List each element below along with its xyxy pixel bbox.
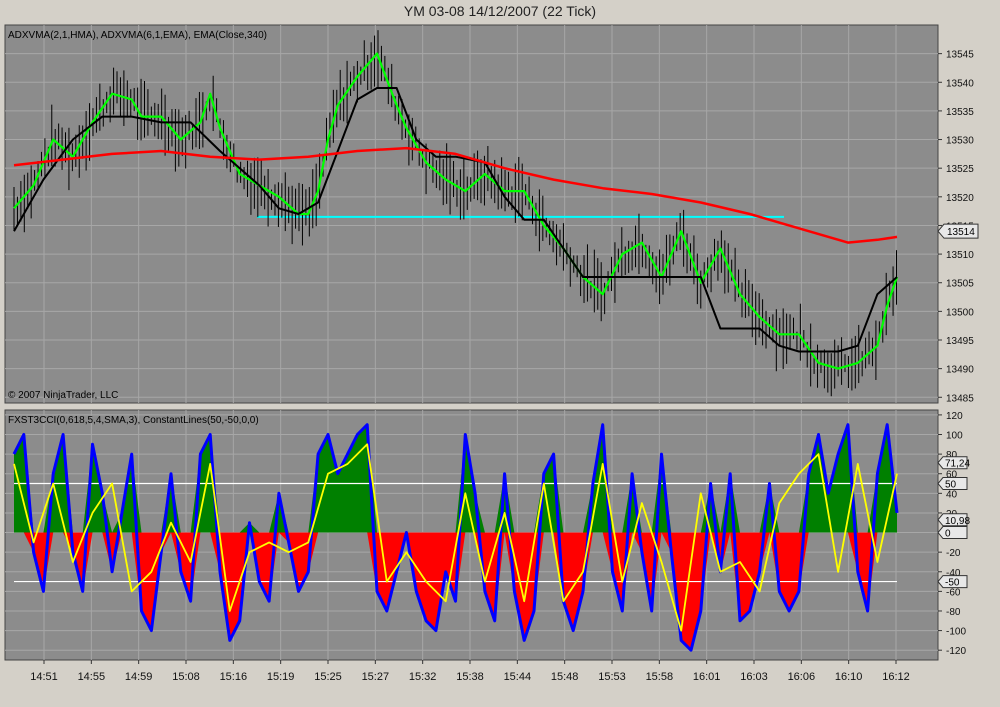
osc-value-tag bbox=[937, 526, 968, 540]
last-price-label: 13514 bbox=[947, 227, 975, 238]
price-axis-label: 13505 bbox=[946, 279, 974, 290]
price-axis-label: 13495 bbox=[946, 336, 974, 347]
osc-axis-label: 80 bbox=[946, 450, 958, 461]
time-axis-label: 14:59 bbox=[125, 671, 153, 683]
time-axis-label: 15:58 bbox=[646, 671, 674, 683]
osc-axis-label: -20 bbox=[946, 548, 961, 559]
osc-axis-label: -100 bbox=[946, 627, 966, 638]
oscillator-panel[interactable]: 120100806040200-20-40-60-80-100-120FXST3… bbox=[4, 409, 970, 661]
osc-value-tag bbox=[937, 575, 968, 589]
osc-axis-label: -120 bbox=[946, 646, 966, 657]
osc-axis-label: -80 bbox=[946, 607, 961, 618]
osc-axis-label: 100 bbox=[946, 431, 963, 442]
cci-signal-line bbox=[13, 443, 898, 632]
price-axis-label: 13540 bbox=[946, 78, 974, 89]
ema340-line bbox=[13, 146, 898, 244]
price-panel[interactable]: 1348513490134951350013505135101351513520… bbox=[4, 24, 979, 404]
price-axis-label: 13490 bbox=[946, 365, 974, 376]
time-axis-label: 15:48 bbox=[551, 671, 579, 683]
osc-axis-label: -60 bbox=[946, 587, 961, 598]
osc-value-tag bbox=[937, 477, 968, 491]
price-axis-label: 13510 bbox=[946, 250, 974, 261]
time-axis-label: 15:53 bbox=[598, 671, 626, 683]
time-axis-label: 15:38 bbox=[456, 671, 484, 683]
cci-line bbox=[12, 423, 899, 652]
osc-value-label: 71,24 bbox=[945, 459, 970, 470]
last-price-tag bbox=[937, 223, 979, 239]
hma-line bbox=[13, 52, 899, 370]
cci-positive-fill bbox=[14, 424, 897, 533]
chart-title: YM 03-08 14/12/2007 (22 Tick) bbox=[403, 3, 597, 19]
price-axis-label: 13485 bbox=[946, 393, 974, 404]
time-axis-label: 16:01 bbox=[693, 671, 721, 683]
time-axis-label: 16:12 bbox=[882, 671, 910, 683]
time-axis-label: 15:08 bbox=[172, 671, 200, 683]
osc-indicator-label: FXST3CCI(0,618,5,4,SMA,3), ConstantLines… bbox=[8, 415, 259, 426]
time-axis-label: 16:10 bbox=[835, 671, 863, 683]
osc-axis-label: 120 bbox=[946, 411, 963, 422]
osc-value-label: 50 bbox=[945, 480, 957, 491]
time-axis-label: 15:16 bbox=[220, 671, 248, 683]
adxvma-ema-line bbox=[13, 87, 898, 353]
time-axis-label: 15:19 bbox=[267, 671, 295, 683]
osc-value-label: 0 bbox=[945, 529, 951, 540]
time-axis-label: 14:55 bbox=[78, 671, 106, 683]
osc-axis-label: 40 bbox=[946, 489, 958, 500]
time-axis-label: 15:44 bbox=[504, 671, 532, 683]
osc-value-tag bbox=[937, 456, 968, 470]
price-indicator-label: ADXVMA(2,1,HMA), ADXVMA(6,1,EMA), EMA(Cl… bbox=[8, 30, 267, 41]
price-axis-label: 13525 bbox=[946, 164, 974, 175]
time-axis-label: 16:06 bbox=[788, 671, 816, 683]
price-axis-label: 13500 bbox=[946, 307, 974, 318]
time-axis-label: 16:03 bbox=[740, 671, 768, 683]
osc-value-tag bbox=[937, 513, 968, 527]
osc-axis-label: -40 bbox=[946, 568, 961, 579]
osc-value-label: 10,98 bbox=[945, 516, 970, 527]
price-axis-label: 13520 bbox=[946, 193, 974, 204]
osc-axis-label: 60 bbox=[946, 470, 958, 481]
time-axis-label: 14:51 bbox=[30, 671, 58, 683]
copyright-text: © 2007 NinjaTrader, LLC bbox=[8, 390, 118, 401]
time-axis-label: 15:25 bbox=[314, 671, 342, 683]
price-axis-label: 13530 bbox=[946, 136, 974, 147]
price-axis-label: 13535 bbox=[946, 107, 974, 118]
time-axis-label: 15:27 bbox=[362, 671, 390, 683]
price-axis-label: 13545 bbox=[946, 50, 974, 61]
time-axis-label: 15:32 bbox=[409, 671, 437, 683]
osc-value-label: -50 bbox=[945, 578, 960, 589]
time-axis: 14:51 14:55 14:59 15:08 15:16 15:19 15:25 15:27… bbox=[30, 660, 910, 683]
